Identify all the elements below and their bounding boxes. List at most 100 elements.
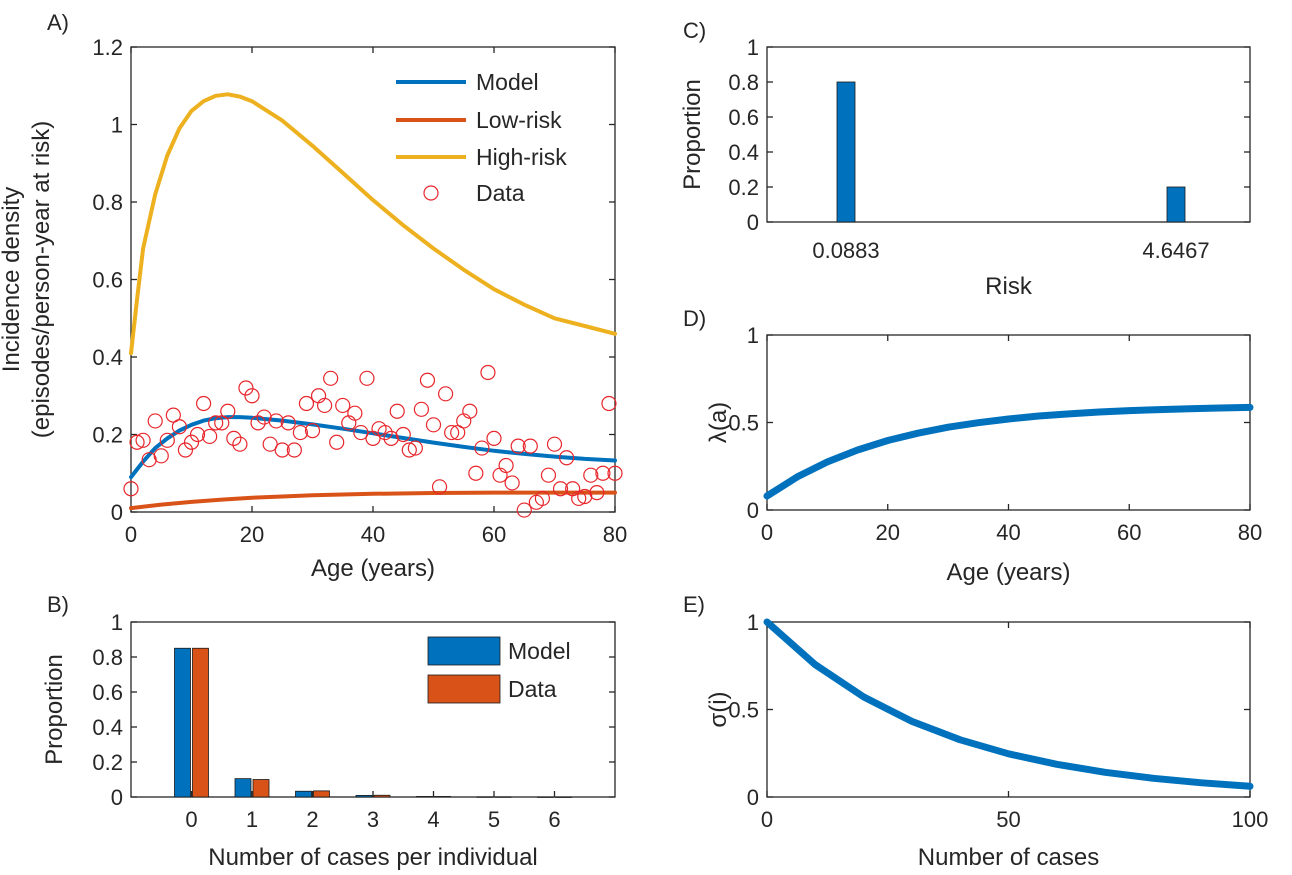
bar-data [313,790,330,798]
y-tick-label: 0.2 [92,423,123,448]
data-point [546,436,563,452]
data-point [552,481,569,497]
legend-label: Data [508,676,557,702]
data-point [304,423,321,439]
panel-label-a: A) [47,10,69,35]
data-point [353,424,369,441]
data-point [280,415,296,431]
data-point [335,397,351,414]
data-point [395,426,411,443]
data-point [153,448,169,464]
data-point [583,467,599,483]
bar-model [295,790,312,798]
bar-model [416,796,433,798]
data-point [183,434,200,450]
data-point [383,430,399,446]
data-point [323,370,339,386]
data-point [147,413,163,429]
data-point [238,380,254,396]
data-point [431,479,448,495]
x-axis-label: Number of cases [918,844,1099,871]
data-point [196,395,212,412]
x-axis-label: Age (years) [946,559,1070,586]
y-tick-label: 0 [747,785,759,810]
data-point [607,465,623,481]
data-point [359,370,375,386]
data-point [522,438,538,454]
y-axis-label: σ(i) [705,691,732,727]
y-tick-label: 1 [747,610,759,635]
data-point [438,386,454,402]
data-point [189,426,206,443]
data-point [456,413,472,429]
x-tick-label: 60 [482,522,506,547]
bar-model [234,778,252,798]
data-point [558,450,575,466]
y-tick-label: 0.2 [728,175,759,200]
sigma-curve [763,618,1254,790]
y-tick-label: 0 [111,785,123,810]
x-tick-label: 3 [367,807,379,832]
data-point [389,403,405,419]
axes-box-C [766,46,1251,223]
legend-swatch-model [427,636,501,666]
y-axis-label: λ(a) [705,402,732,443]
x-tick-label: 100 [1232,807,1269,832]
data-point [413,401,429,417]
x-tick-label: 5 [488,807,500,832]
data-point [141,452,157,468]
y-tick-label: 0.8 [92,190,123,215]
data-point [165,407,181,423]
data-point [208,415,224,431]
axes-box-E [766,621,1251,798]
bar [1166,186,1186,223]
x-tick-label: 80 [603,522,627,547]
data-point [214,415,230,431]
data-point [292,424,308,441]
data-point [232,436,248,452]
data-point [425,417,442,433]
data-point [504,475,520,491]
y-tick-label: 0.8 [728,70,759,95]
data-point [419,372,436,388]
data-point [540,467,557,483]
x-axis-label: Risk [985,273,1033,300]
y-axis-label: (episodes/person-year at risk) [28,121,55,438]
legend-label: Model [508,638,571,664]
data-point [510,438,526,454]
series-line-model [129,415,617,480]
legend-label: Low-risk [476,107,562,133]
panel-label-b: B) [47,592,69,617]
y-tick-label: 0.6 [728,105,759,130]
bar-data [192,647,209,798]
data-point [347,405,363,421]
y-tick-label: 0.6 [92,268,123,293]
panel-label-e: E) [683,592,705,617]
y-tick-label: 0.4 [728,140,759,165]
data-point [256,409,272,425]
x-tick-label: 0 [761,807,773,832]
data-point [171,419,187,435]
x-tick-label: 40 [996,520,1020,545]
data-point [135,432,151,448]
bar-data [494,796,512,798]
data-point [474,440,490,456]
x-tick-label: 4.6467 [1142,238,1209,263]
data-point [486,430,502,446]
data-point [310,388,327,404]
x-tick-label: 0 [185,807,197,832]
y-axis-label: Proportion [679,79,706,190]
y-tick-label: 1 [111,113,123,138]
data-point [498,457,514,474]
bar-data [252,779,270,798]
x-tick-label: 1 [246,807,258,832]
legend-label: High-risk [476,144,567,170]
bar-data [373,794,391,798]
data-point [298,395,315,412]
data-point [571,490,587,507]
x-tick-label: 4 [427,807,439,832]
data-point [492,467,508,483]
y-tick-label: 0.5 [728,411,759,436]
y-tick-label: 0.5 [728,698,759,723]
